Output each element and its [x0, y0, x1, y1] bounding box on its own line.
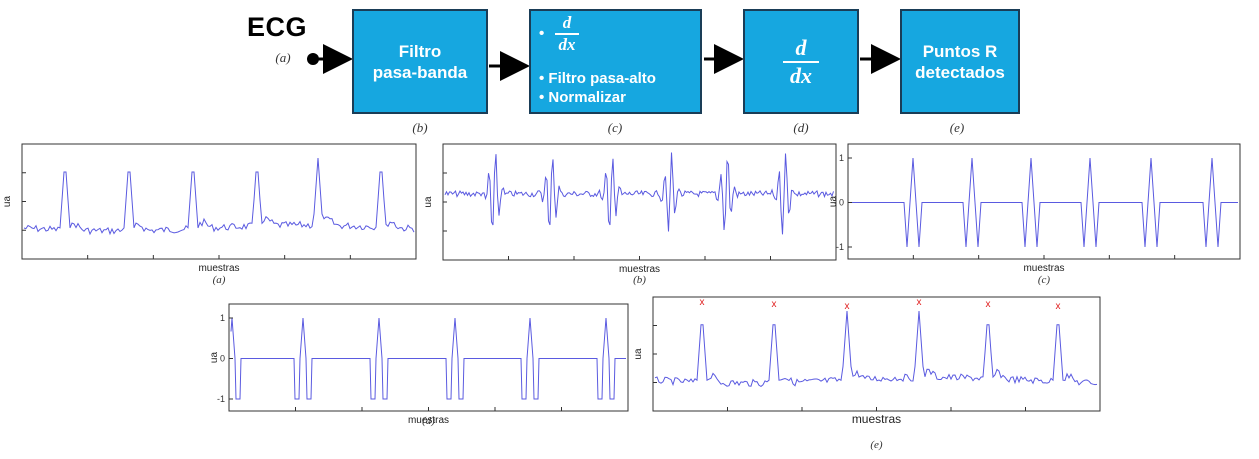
plot-caption: (a): [213, 274, 226, 286]
bullet-highpass: Filtro pasa-alto: [548, 70, 656, 87]
block-d-derivative: d dx: [783, 35, 819, 89]
bullet-normalize: Normalizar: [548, 89, 626, 106]
signal-line: [23, 157, 415, 236]
y-axis-label: ua: [209, 352, 220, 364]
x-axis-label: muestras: [619, 264, 660, 275]
block-e-caption: (e): [949, 120, 965, 135]
block-b-line1: Filtro: [398, 41, 442, 61]
r-peak-marker: x: [845, 301, 850, 312]
x-axis-label: muestras: [198, 263, 239, 274]
r-peak-marker: x: [917, 297, 922, 308]
block-b-caption: (b): [412, 120, 428, 135]
plot-panel-a: ua muestras(a): [2, 143, 417, 286]
plot-panel-c: 1 0 -1 ua muestras(c): [828, 143, 1241, 286]
deriv-denominator: dx: [558, 35, 576, 54]
ecg-input-label: ECG: [247, 12, 308, 42]
y-axis-label: ua: [828, 196, 839, 208]
plot-frame: [652, 296, 1101, 412]
y-tick-label: 0: [839, 198, 844, 208]
plot-caption: (d): [422, 415, 435, 427]
block-e-line2: detectados: [915, 62, 1005, 82]
block-d-caption: (d): [793, 120, 809, 135]
signal-line: [444, 152, 834, 235]
x-axis-label: muestras: [852, 412, 901, 426]
x-axis-label: muestras: [1023, 263, 1064, 274]
input-caption: (a): [275, 50, 291, 65]
diagram-arrows: [307, 44, 901, 81]
block-b-line2: pasa-banda: [372, 62, 468, 82]
y-tick-label: -1: [836, 242, 844, 252]
deriv-denominator: dx: [790, 62, 812, 88]
plot-panel-e: x x x x x x ua muestras (e): [633, 296, 1101, 451]
block-c-derivative: d dx: [555, 13, 579, 55]
y-tick-label: 1: [839, 153, 844, 163]
r-peak-marker: x: [986, 299, 991, 310]
signal-line: [654, 310, 1098, 387]
plot-panel-b: ua muestras(b): [423, 143, 837, 286]
r-peak-marker: x: [700, 297, 705, 308]
bullet-item: • Normalizar: [539, 89, 626, 106]
bullet-dot: •: [539, 25, 545, 42]
plot-panel-d: 1 0 -1 ua muestras(d): [209, 303, 629, 427]
y-axis-label: ua: [633, 348, 644, 360]
block-c-caption: (c): [607, 120, 623, 135]
bullet-item: • Filtro pasa-alto: [539, 70, 656, 87]
plot-frame: [21, 143, 417, 260]
block-r-peaks-detected: Puntos R detectados: [900, 9, 1020, 114]
x-axis-label: muestras: [408, 415, 449, 426]
r-peak-marker: x: [1056, 301, 1061, 312]
block-derivative-highpass-normalize: • d dx • Filtro pasa-alto • Normalizar: [529, 9, 702, 114]
deriv-numerator: d: [783, 35, 819, 63]
plot-caption: (c): [1038, 274, 1051, 286]
plot-caption: (b): [633, 274, 646, 286]
r-peak-marker: x: [772, 299, 777, 310]
block-bandpass-filter: Filtro pasa-banda: [352, 9, 488, 114]
plot-frame: [228, 303, 629, 412]
y-axis-label: ua: [423, 196, 434, 208]
block-c-bullets: • Filtro pasa-alto • Normalizar: [539, 69, 656, 107]
plot-frame: [442, 143, 837, 261]
y-tick-label: 0: [220, 354, 225, 364]
deriv-numerator: d: [555, 13, 579, 35]
block-e-line1: Puntos R: [922, 41, 998, 61]
plot-caption: (e): [870, 439, 883, 451]
signal-line: [230, 317, 626, 400]
y-tick-label: 1: [220, 313, 225, 323]
block-derivative: d dx: [743, 9, 859, 114]
y-tick-label: -1: [217, 394, 225, 404]
signal-line: [850, 157, 1238, 248]
y-axis-label: ua: [2, 196, 13, 208]
